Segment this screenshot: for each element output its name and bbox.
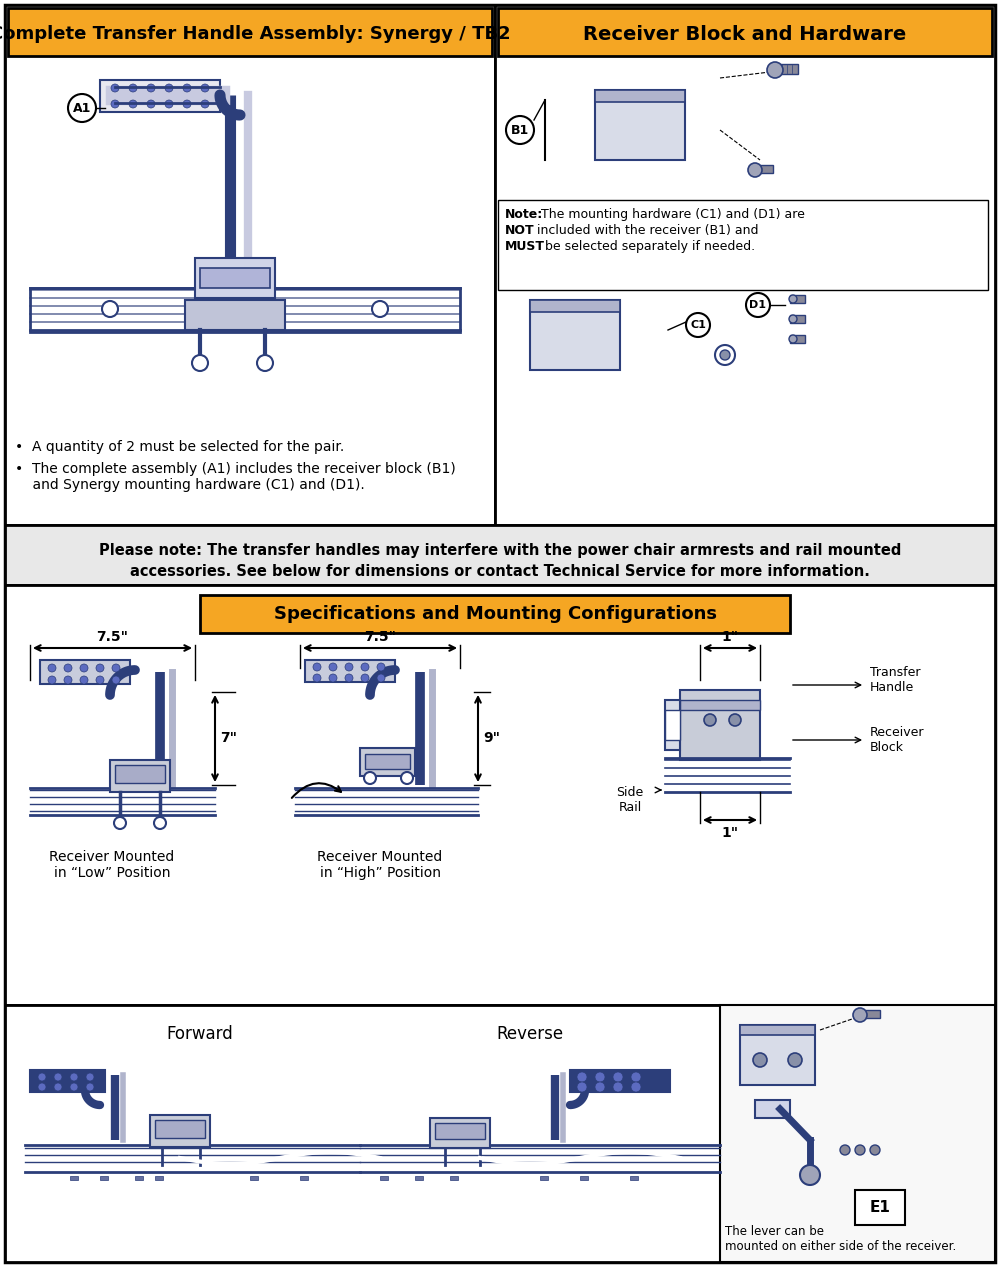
Circle shape: [111, 84, 119, 92]
Polygon shape: [595, 75, 710, 90]
Circle shape: [48, 677, 56, 684]
Bar: [630, 1176, 638, 1180]
Circle shape: [201, 100, 209, 108]
Text: •  The complete assembly (A1) includes the receiver block (B1)
    and Synergy m: • The complete assembly (A1) includes th…: [15, 462, 456, 492]
Circle shape: [147, 100, 155, 108]
Text: 7": 7": [220, 731, 237, 745]
Text: Specifications and Mounting Configurations: Specifications and Mounting Configuratio…: [274, 606, 716, 623]
Bar: [135, 1176, 143, 1180]
Bar: [540, 1176, 548, 1180]
Bar: [5, 525, 995, 585]
Bar: [40, 660, 130, 684]
Circle shape: [631, 1072, 641, 1082]
Bar: [450, 1176, 458, 1180]
Circle shape: [613, 1072, 623, 1082]
Circle shape: [257, 355, 273, 371]
Circle shape: [506, 117, 534, 144]
Bar: [665, 710, 680, 740]
Bar: [200, 269, 270, 288]
Circle shape: [70, 1083, 78, 1091]
Bar: [530, 300, 620, 370]
Circle shape: [112, 664, 120, 672]
Bar: [595, 90, 685, 160]
Circle shape: [364, 772, 376, 784]
Text: The mounting hardware (C1) and (D1) are: The mounting hardware (C1) and (D1) are: [537, 208, 805, 220]
Circle shape: [54, 1073, 62, 1081]
Bar: [530, 300, 620, 312]
Circle shape: [789, 315, 797, 323]
Bar: [855, 1190, 905, 1225]
Bar: [300, 1176, 308, 1180]
Text: The lever can be
mounted on either side of the receiver.: The lever can be mounted on either side …: [725, 1225, 956, 1253]
Bar: [305, 660, 395, 682]
Circle shape: [102, 302, 118, 317]
Circle shape: [746, 293, 770, 317]
Bar: [415, 1176, 423, 1180]
Circle shape: [183, 100, 191, 108]
Circle shape: [192, 355, 208, 371]
Circle shape: [577, 1072, 587, 1082]
Circle shape: [748, 163, 762, 177]
Circle shape: [840, 1145, 850, 1156]
Text: Forward: Forward: [167, 1025, 233, 1043]
Circle shape: [704, 715, 716, 726]
Bar: [435, 1123, 485, 1139]
Bar: [5, 585, 995, 1005]
Circle shape: [313, 663, 321, 672]
Bar: [8, 8, 492, 56]
Bar: [790, 334, 805, 343]
Polygon shape: [530, 285, 645, 300]
Text: Receiver Mounted
in “Low” Position: Receiver Mounted in “Low” Position: [49, 850, 175, 881]
Bar: [150, 1115, 210, 1147]
Bar: [5, 5, 495, 525]
Bar: [780, 65, 798, 73]
Circle shape: [313, 674, 321, 682]
Bar: [740, 1025, 815, 1035]
Bar: [250, 1176, 258, 1180]
Circle shape: [377, 663, 385, 672]
Polygon shape: [740, 1012, 838, 1025]
Bar: [430, 1117, 490, 1148]
Bar: [360, 748, 415, 775]
Bar: [680, 691, 760, 760]
Circle shape: [595, 1072, 605, 1082]
Circle shape: [38, 1083, 46, 1091]
Bar: [680, 699, 760, 710]
Circle shape: [686, 313, 710, 337]
Text: 7.5": 7.5": [364, 630, 396, 644]
Bar: [365, 754, 410, 769]
Circle shape: [372, 302, 388, 317]
Circle shape: [361, 674, 369, 682]
Circle shape: [64, 664, 72, 672]
Text: A1: A1: [73, 101, 91, 114]
Circle shape: [183, 84, 191, 92]
Bar: [30, 288, 460, 332]
Circle shape: [789, 334, 797, 343]
Text: C1: C1: [690, 321, 706, 329]
Bar: [755, 1100, 790, 1117]
Circle shape: [345, 663, 353, 672]
Circle shape: [111, 100, 119, 108]
Bar: [110, 760, 170, 792]
Bar: [498, 200, 988, 290]
Circle shape: [86, 1083, 94, 1091]
Circle shape: [96, 677, 104, 684]
Circle shape: [577, 1082, 587, 1092]
Bar: [495, 5, 995, 525]
Circle shape: [96, 664, 104, 672]
Text: •  A quantity of 2 must be selected for the pair.: • A quantity of 2 must be selected for t…: [15, 440, 344, 454]
Circle shape: [631, 1082, 641, 1092]
Circle shape: [361, 663, 369, 672]
Circle shape: [767, 62, 783, 79]
Bar: [595, 90, 685, 103]
Bar: [195, 258, 275, 298]
Text: be selected separately if needed.: be selected separately if needed.: [545, 239, 755, 253]
Circle shape: [201, 84, 209, 92]
Polygon shape: [620, 285, 645, 370]
Bar: [498, 8, 992, 56]
Text: Receiver Block and Hardware: Receiver Block and Hardware: [583, 24, 907, 43]
Bar: [100, 1176, 108, 1180]
Bar: [115, 765, 165, 783]
Text: Note:: Note:: [505, 208, 543, 220]
Circle shape: [870, 1145, 880, 1156]
